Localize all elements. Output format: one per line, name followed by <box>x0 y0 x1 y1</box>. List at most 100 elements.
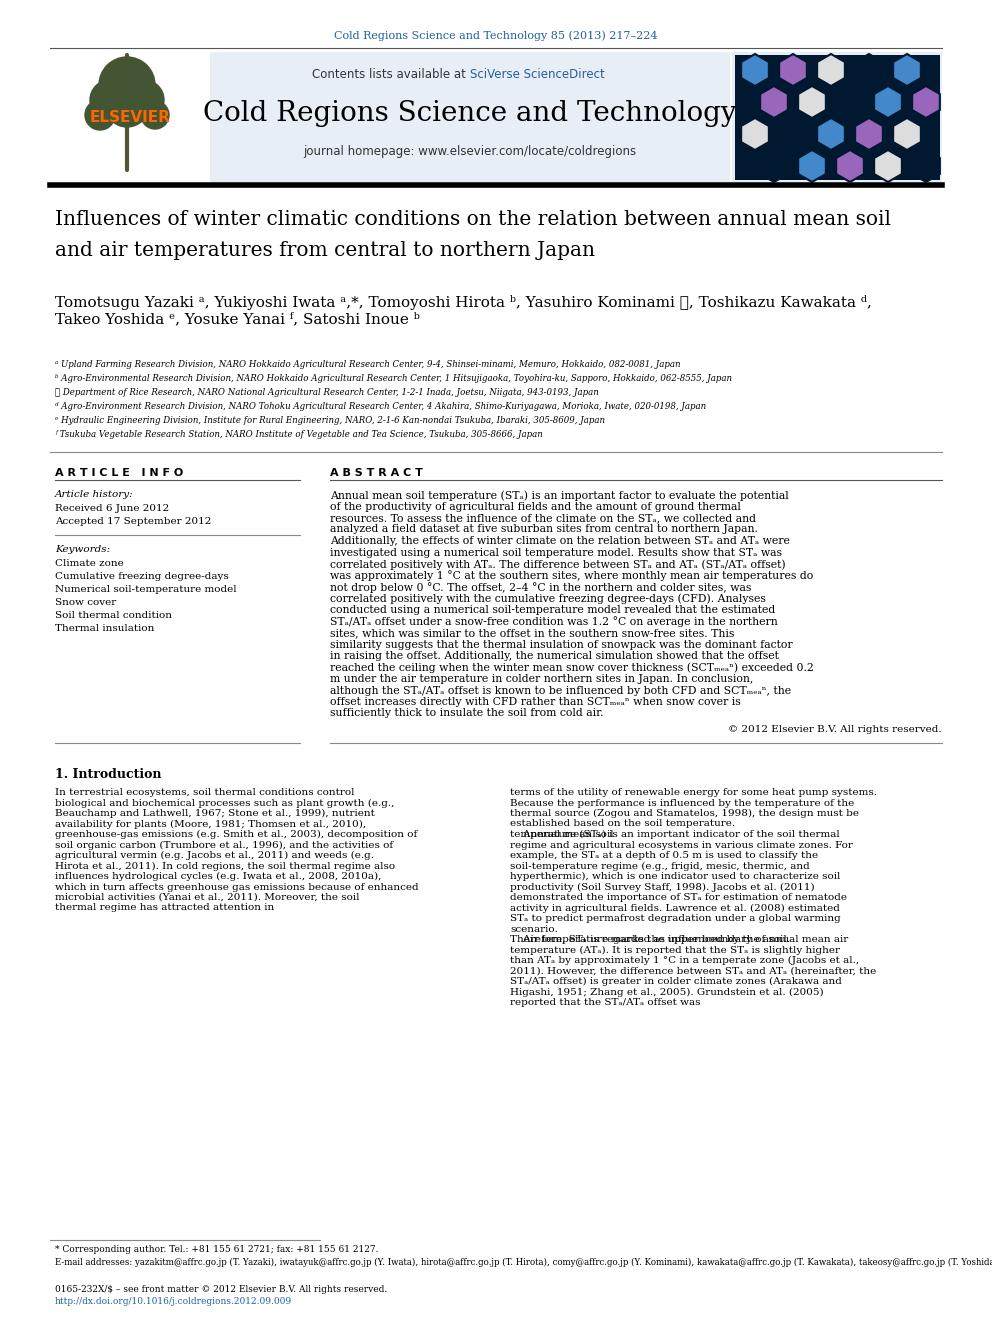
Text: Because the performance is influenced by the temperature of the: Because the performance is influenced by… <box>510 799 854 807</box>
Text: hyperthermic), which is one indicator used to characterize soil: hyperthermic), which is one indicator us… <box>510 872 840 881</box>
Polygon shape <box>741 118 769 149</box>
Text: availability for plants (Moore, 1981; Thomsen et al., 2010),: availability for plants (Moore, 1981; Th… <box>55 819 366 828</box>
Circle shape <box>141 101 169 130</box>
Circle shape <box>99 57 155 112</box>
Polygon shape <box>893 54 921 86</box>
Text: Higashi, 1951; Zhang et al., 2005). Grundstein et al. (2005): Higashi, 1951; Zhang et al., 2005). Grun… <box>510 987 823 996</box>
Text: A R T I C L E   I N F O: A R T I C L E I N F O <box>55 468 184 478</box>
Text: scenario.
    Air temperature marks the upper boundary of soil.: scenario. Air temperature marks the uppe… <box>510 925 790 943</box>
Polygon shape <box>760 149 788 183</box>
Polygon shape <box>855 118 883 149</box>
Text: Received 6 June 2012: Received 6 June 2012 <box>55 504 170 513</box>
Text: influences hydrological cycles (e.g. Iwata et al., 2008, 2010a),: influences hydrological cycles (e.g. Iwa… <box>55 872 381 881</box>
Text: Beauchamp and Lathwell, 1967; Stone et al., 1999), nutrient: Beauchamp and Lathwell, 1967; Stone et a… <box>55 808 375 818</box>
Text: A B S T R A C T: A B S T R A C T <box>330 468 423 478</box>
Text: not drop below 0 °C. The offset, 2–4 °C in the northern and colder sites, was: not drop below 0 °C. The offset, 2–4 °C … <box>330 582 751 593</box>
Text: STₐ/ATₐ offset under a snow-free condition was 1.2 °C on average in the northern: STₐ/ATₐ offset under a snow-free conditi… <box>330 617 778 627</box>
Text: SciVerse ScienceDirect: SciVerse ScienceDirect <box>470 67 605 81</box>
Polygon shape <box>874 86 902 118</box>
Text: E-mail addresses: yazakitm@affrc.go.jp (T. Yazaki), iwatayuk@affrc.go.jp (Y. Iwa: E-mail addresses: yazakitm@affrc.go.jp (… <box>55 1258 992 1267</box>
Text: m under the air temperature in colder northern sites in Japan. In conclusion,: m under the air temperature in colder no… <box>330 673 753 684</box>
Text: Therefore, STₐ is regarded as influenced by the annual mean air: Therefore, STₐ is regarded as influenced… <box>510 935 848 945</box>
Text: 1. Introduction: 1. Introduction <box>55 767 162 781</box>
Text: resources. To assess the influence of the climate on the STₐ, we collected and: resources. To assess the influence of th… <box>330 513 756 523</box>
Text: ᵇ Agro-Environmental Research Division, NARO Hokkaido Agricultural Research Cent: ᵇ Agro-Environmental Research Division, … <box>55 374 732 382</box>
Polygon shape <box>912 86 939 118</box>
Polygon shape <box>799 149 826 183</box>
Text: STₐ/ATₐ offset) is greater in colder climate zones (Arakawa and: STₐ/ATₐ offset) is greater in colder cli… <box>510 976 842 986</box>
Polygon shape <box>855 54 883 86</box>
Text: * Corresponding author. Tel.: +81 155 61 2721; fax: +81 155 61 2127.: * Corresponding author. Tel.: +81 155 61… <box>55 1245 379 1254</box>
Polygon shape <box>779 54 806 86</box>
Text: established based on the soil temperature.
    Annual mean soil: established based on the soil temperatur… <box>510 819 735 839</box>
Text: Article history:: Article history: <box>55 490 134 499</box>
Text: Ნ Department of Rice Research, NARO National Agricultural Research Center, 1-2-1: Ნ Department of Rice Research, NARO Nati… <box>55 388 599 397</box>
Text: Keywords:: Keywords: <box>55 545 110 554</box>
Text: soil organic carbon (Trumbore et al., 1996), and the activities of: soil organic carbon (Trumbore et al., 19… <box>55 840 393 849</box>
Text: investigated using a numerical soil temperature model. Results show that STₐ was: investigated using a numerical soil temp… <box>330 548 782 557</box>
Circle shape <box>85 101 115 130</box>
Text: sites, which was similar to the offset in the southern snow-free sites. This: sites, which was similar to the offset i… <box>330 628 734 638</box>
Text: temperature (STₐ) is an important indicator of the soil thermal: temperature (STₐ) is an important indica… <box>510 830 840 839</box>
Text: STₐ to predict permafrost degradation under a global warming: STₐ to predict permafrost degradation un… <box>510 914 841 923</box>
Text: journal homepage: www.elsevier.com/locate/coldregions: journal homepage: www.elsevier.com/locat… <box>304 146 637 157</box>
FancyBboxPatch shape <box>732 52 942 183</box>
Text: ᶠ Tsukuba Vegetable Research Station, NARO Institute of Vegetable and Tea Scienc: ᶠ Tsukuba Vegetable Research Station, NA… <box>55 430 543 439</box>
Text: sufficiently thick to insulate the soil from cold air.: sufficiently thick to insulate the soil … <box>330 709 603 718</box>
Text: in raising the offset. Additionally, the numerical simulation showed that the of: in raising the offset. Additionally, the… <box>330 651 779 662</box>
Text: Influences of winter climatic conditions on the relation between annual mean soi: Influences of winter climatic conditions… <box>55 210 891 261</box>
Text: of the productivity of agricultural fields and the amount of ground thermal: of the productivity of agricultural fiel… <box>330 501 741 512</box>
Text: Cold Regions Science and Technology 85 (2013) 217–224: Cold Regions Science and Technology 85 (… <box>334 30 658 41</box>
Text: 2011). However, the difference between STₐ and ATₐ (hereinafter, the: 2011). However, the difference between S… <box>510 967 876 975</box>
Text: microbial activities (Yanai et al., 2011). Moreover, the soil: microbial activities (Yanai et al., 2011… <box>55 893 359 902</box>
Circle shape <box>105 83 149 127</box>
Text: similarity suggests that the thermal insulation of snowpack was the dominant fac: similarity suggests that the thermal ins… <box>330 639 793 650</box>
Text: productivity (Soil Survey Staff, 1998). Jacobs et al. (2011): productivity (Soil Survey Staff, 1998). … <box>510 882 814 892</box>
Text: offset increases directly with CFD rather than SCTₘₑₐⁿ when snow cover is: offset increases directly with CFD rathe… <box>330 697 741 706</box>
Text: reported that the STₐ/ATₐ offset was: reported that the STₐ/ATₐ offset was <box>510 998 700 1007</box>
Text: Numerical soil-temperature model: Numerical soil-temperature model <box>55 585 237 594</box>
FancyBboxPatch shape <box>210 52 730 183</box>
Text: Additionally, the effects of winter climate on the relation between STₐ and ATₐ : Additionally, the effects of winter clim… <box>330 536 790 546</box>
Text: soil-temperature regime (e.g., frigid, mesic, thermic, and: soil-temperature regime (e.g., frigid, m… <box>510 861 809 871</box>
Text: Accepted 17 September 2012: Accepted 17 September 2012 <box>55 517 211 527</box>
Text: Hirota et al., 2011). In cold regions, the soil thermal regime also: Hirota et al., 2011). In cold regions, t… <box>55 861 395 871</box>
Text: Annual mean soil temperature (STₐ) is an important factor to evaluate the potent: Annual mean soil temperature (STₐ) is an… <box>330 490 789 500</box>
Text: © 2012 Elsevier B.V. All rights reserved.: © 2012 Elsevier B.V. All rights reserved… <box>728 725 942 734</box>
Text: Cold Regions Science and Technology: Cold Regions Science and Technology <box>203 101 737 127</box>
Text: example, the STₐ at a depth of 0.5 m is used to classify the: example, the STₐ at a depth of 0.5 m is … <box>510 851 818 860</box>
Text: temperature (ATₐ). It is reported that the STₐ is slightly higher: temperature (ATₐ). It is reported that t… <box>510 946 840 955</box>
Text: which in turn affects greenhouse gas emissions because of enhanced: which in turn affects greenhouse gas emi… <box>55 882 419 892</box>
Text: ELSEVIER: ELSEVIER <box>89 110 171 124</box>
Polygon shape <box>799 86 826 118</box>
Text: analyzed a field dataset at five suburban sites from central to northern Japan.: analyzed a field dataset at five suburba… <box>330 524 758 534</box>
Polygon shape <box>836 149 864 183</box>
Text: thermal regime has attracted attention in: thermal regime has attracted attention i… <box>55 904 274 913</box>
Polygon shape <box>817 118 845 149</box>
Text: reached the ceiling when the winter mean snow cover thickness (SCTₘₑₐⁿ) exceeded: reached the ceiling when the winter mean… <box>330 663 813 673</box>
Text: correlated positively with ATₐ. The difference between STₐ and ATₐ (STₐ/ATₐ offs: correlated positively with ATₐ. The diff… <box>330 560 786 570</box>
Text: Contents lists available at: Contents lists available at <box>312 67 470 81</box>
Text: regime and agricultural ecosystems in various climate zones. For: regime and agricultural ecosystems in va… <box>510 840 853 849</box>
Text: thermal source (Zogou and Stamatelos, 1998), the design must be: thermal source (Zogou and Stamatelos, 19… <box>510 808 859 818</box>
Polygon shape <box>836 86 864 118</box>
Text: 0165-232X/$ – see front matter © 2012 Elsevier B.V. All rights reserved.: 0165-232X/$ – see front matter © 2012 El… <box>55 1285 387 1294</box>
Text: Cumulative freezing degree-days: Cumulative freezing degree-days <box>55 572 229 581</box>
Text: demonstrated the importance of STₐ for estimation of nematode: demonstrated the importance of STₐ for e… <box>510 893 847 902</box>
Circle shape <box>124 79 164 120</box>
Text: ᵈ Agro-Environment Research Division, NARO Tohoku Agricultural Research Center, : ᵈ Agro-Environment Research Division, NA… <box>55 402 706 411</box>
Polygon shape <box>893 118 921 149</box>
FancyBboxPatch shape <box>735 56 940 180</box>
Polygon shape <box>760 86 788 118</box>
Text: biological and biochemical processes such as plant growth (e.g.,: biological and biochemical processes suc… <box>55 799 395 807</box>
Text: Soil thermal condition: Soil thermal condition <box>55 611 172 620</box>
FancyBboxPatch shape <box>50 52 205 183</box>
Circle shape <box>90 79 130 120</box>
Polygon shape <box>779 118 806 149</box>
Text: ᵃ Upland Farming Research Division, NARO Hokkaido Agricultural Research Center, : ᵃ Upland Farming Research Division, NARO… <box>55 360 681 369</box>
Text: than ATₐ by approximately 1 °C in a temperate zone (Jacobs et al.,: than ATₐ by approximately 1 °C in a temp… <box>510 957 859 964</box>
Text: ᵉ Hydraulic Engineering Division, Institute for Rural Engineering, NARO, 2-1-6 K: ᵉ Hydraulic Engineering Division, Instit… <box>55 415 605 425</box>
Text: greenhouse-gas emissions (e.g. Smith et al., 2003), decomposition of: greenhouse-gas emissions (e.g. Smith et … <box>55 830 418 839</box>
Text: terms of the utility of renewable energy for some heat pump systems.: terms of the utility of renewable energy… <box>510 789 877 796</box>
Text: Thermal insulation: Thermal insulation <box>55 624 155 632</box>
